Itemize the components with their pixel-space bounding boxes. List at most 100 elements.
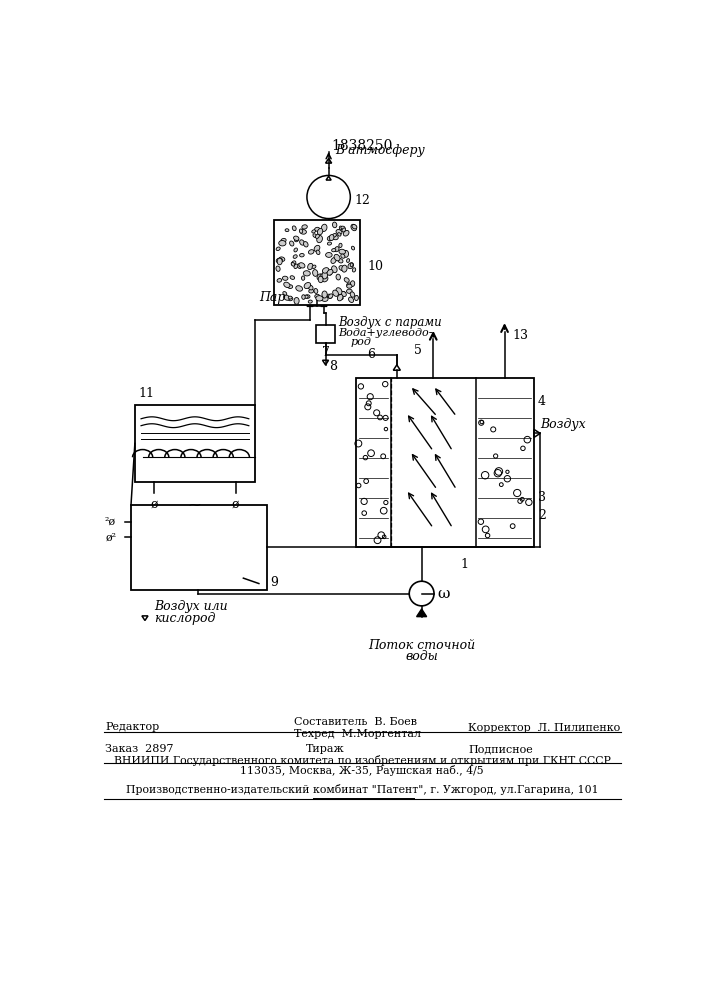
- Ellipse shape: [290, 241, 294, 246]
- Ellipse shape: [291, 261, 296, 265]
- Ellipse shape: [300, 253, 304, 257]
- Text: Воздух с парами: Воздух с парами: [338, 316, 442, 329]
- Ellipse shape: [327, 236, 333, 241]
- Text: 4: 4: [538, 395, 546, 408]
- Ellipse shape: [288, 296, 292, 299]
- Text: Техред  М.Моргентал: Техред М.Моргентал: [293, 729, 421, 739]
- Ellipse shape: [316, 250, 320, 255]
- Ellipse shape: [339, 226, 342, 230]
- Text: 10: 10: [368, 260, 383, 273]
- Ellipse shape: [308, 263, 313, 270]
- Text: род: род: [351, 337, 371, 347]
- Ellipse shape: [276, 258, 282, 263]
- Ellipse shape: [346, 259, 349, 262]
- Ellipse shape: [308, 300, 312, 303]
- Ellipse shape: [288, 285, 293, 288]
- Ellipse shape: [290, 276, 295, 279]
- Ellipse shape: [293, 236, 299, 240]
- Ellipse shape: [333, 290, 339, 296]
- Ellipse shape: [293, 255, 297, 258]
- Ellipse shape: [281, 238, 286, 243]
- Text: 11: 11: [139, 387, 155, 400]
- Ellipse shape: [302, 225, 308, 229]
- Ellipse shape: [320, 274, 323, 278]
- Text: Составитель  В. Боев: Составитель В. Боев: [293, 717, 416, 727]
- Text: ~: ~: [187, 496, 201, 513]
- Ellipse shape: [299, 229, 303, 233]
- Bar: [135, 405, 255, 482]
- Ellipse shape: [340, 291, 346, 295]
- Text: Корректор  Л. Пилипенко: Корректор Л. Пилипенко: [468, 723, 620, 733]
- Ellipse shape: [292, 226, 296, 231]
- Ellipse shape: [352, 224, 357, 229]
- Ellipse shape: [331, 258, 337, 263]
- Text: 2: 2: [538, 509, 546, 522]
- Ellipse shape: [332, 222, 337, 228]
- Ellipse shape: [309, 289, 314, 293]
- Ellipse shape: [329, 294, 333, 298]
- Ellipse shape: [338, 258, 343, 263]
- Ellipse shape: [344, 230, 349, 236]
- Ellipse shape: [303, 271, 310, 276]
- Ellipse shape: [277, 279, 281, 282]
- Ellipse shape: [296, 286, 303, 291]
- Text: 6: 6: [367, 348, 375, 361]
- Ellipse shape: [322, 272, 327, 279]
- Text: ø: ø: [232, 497, 240, 510]
- Text: Поток сточной: Поток сточной: [368, 639, 475, 652]
- Ellipse shape: [349, 297, 354, 302]
- Ellipse shape: [352, 268, 356, 272]
- Ellipse shape: [332, 249, 336, 252]
- Ellipse shape: [301, 276, 305, 280]
- Ellipse shape: [341, 226, 345, 229]
- Ellipse shape: [321, 224, 327, 231]
- Ellipse shape: [351, 246, 355, 250]
- Ellipse shape: [313, 234, 317, 237]
- Text: 1: 1: [460, 558, 468, 571]
- Ellipse shape: [341, 254, 345, 258]
- Ellipse shape: [344, 250, 349, 257]
- Ellipse shape: [294, 248, 298, 252]
- Ellipse shape: [334, 247, 339, 252]
- Ellipse shape: [315, 294, 320, 298]
- Text: 1838250: 1838250: [332, 139, 392, 153]
- Text: Заказ  2897: Заказ 2897: [105, 744, 174, 754]
- Ellipse shape: [284, 282, 290, 288]
- Ellipse shape: [295, 238, 298, 242]
- Text: Тираж: Тираж: [305, 744, 344, 754]
- Ellipse shape: [297, 264, 301, 268]
- Ellipse shape: [332, 234, 337, 237]
- Ellipse shape: [279, 257, 285, 261]
- Text: 5: 5: [414, 344, 421, 358]
- Text: воды: воды: [405, 650, 438, 663]
- Bar: [274, 220, 360, 305]
- Ellipse shape: [346, 284, 352, 288]
- Ellipse shape: [332, 235, 338, 240]
- Bar: [316, 325, 335, 343]
- Ellipse shape: [317, 274, 322, 280]
- Ellipse shape: [312, 230, 315, 233]
- Ellipse shape: [321, 296, 328, 301]
- Text: 12: 12: [354, 194, 370, 207]
- Ellipse shape: [291, 262, 295, 266]
- Text: ω: ω: [437, 587, 450, 601]
- Ellipse shape: [302, 295, 305, 299]
- Ellipse shape: [317, 236, 322, 243]
- Text: кислород: кислород: [154, 612, 216, 625]
- Ellipse shape: [336, 288, 342, 295]
- Ellipse shape: [285, 229, 289, 232]
- Bar: [131, 505, 267, 590]
- Ellipse shape: [326, 253, 332, 257]
- Ellipse shape: [300, 240, 305, 245]
- Ellipse shape: [315, 234, 320, 238]
- Ellipse shape: [332, 266, 337, 273]
- Ellipse shape: [283, 276, 288, 280]
- Text: 9: 9: [271, 576, 279, 588]
- Text: ø²: ø²: [106, 532, 117, 542]
- Ellipse shape: [318, 276, 323, 283]
- Ellipse shape: [338, 233, 341, 236]
- Ellipse shape: [276, 266, 280, 271]
- Ellipse shape: [346, 289, 352, 293]
- Text: Вода+углеводо-: Вода+углеводо-: [338, 328, 433, 338]
- Ellipse shape: [336, 274, 341, 280]
